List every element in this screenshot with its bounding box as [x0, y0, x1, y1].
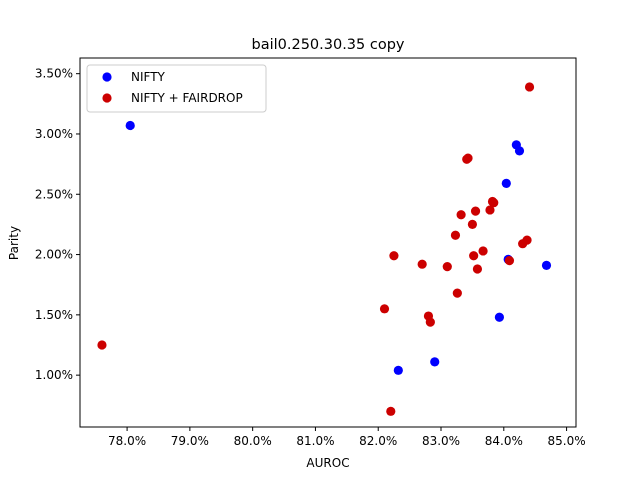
- x-tick-label: 85.0%: [548, 434, 586, 448]
- y-tick-label: 2.50%: [35, 187, 73, 201]
- point-nifty-fairdrop: [489, 198, 499, 208]
- x-tick-label: 80.0%: [234, 434, 272, 448]
- x-axis-ticks: 78.0% 79.0% 80.0% 81.0% 82.0% 83.0% 84.0% 85.0%: [108, 427, 586, 448]
- legend: NIFTY NIFTY + FAIRDROP: [86, 64, 267, 113]
- point-nifty: [501, 178, 511, 189]
- legend-marker: [102, 93, 112, 103]
- x-tick-label: 84.0%: [485, 434, 523, 448]
- point-nifty: [494, 312, 505, 322]
- legend-marker: [102, 72, 112, 82]
- y-axis-label: Parity: [7, 226, 21, 260]
- y-tick-label: 1.50%: [35, 308, 73, 322]
- x-tick-label: 79.0%: [171, 434, 209, 448]
- point-nifty-fairdrop: [470, 206, 481, 216]
- data-points: [97, 82, 552, 416]
- point-nifty: [393, 365, 403, 375]
- legend-label: NIFTY: [131, 70, 166, 84]
- point-nifty-fairdrop: [386, 406, 396, 416]
- y-tick-label: 2.00%: [35, 248, 73, 262]
- point-nifty: [541, 260, 552, 271]
- point-nifty-fairdrop: [485, 205, 495, 215]
- point-nifty-fairdrop: [456, 210, 466, 220]
- point-nifty-fairdrop: [97, 340, 107, 350]
- plot-frame: [79, 57, 577, 428]
- point-nifty-fairdrop: [469, 251, 479, 261]
- point-nifty-fairdrop: [524, 82, 535, 92]
- y-tick-label: 3.00%: [35, 127, 73, 141]
- x-tick-label: 83.0%: [422, 434, 460, 448]
- point-nifty-fairdrop: [425, 317, 435, 327]
- chart-title: bail0.250.30.35 copy: [251, 37, 404, 53]
- point-nifty-fairdrop: [442, 262, 452, 272]
- legend-box: [86, 64, 267, 113]
- point-nifty-fairdrop: [522, 235, 532, 245]
- point-nifty-fairdrop: [472, 264, 483, 274]
- point-nifty-fairdrop: [463, 153, 473, 163]
- point-nifty: [125, 120, 135, 131]
- point-nifty-fairdrop: [450, 230, 461, 240]
- point-nifty-fairdrop: [478, 246, 488, 256]
- point-nifty: [514, 146, 525, 156]
- x-axis-label: AUROC: [306, 456, 349, 470]
- y-tick-label: 3.50%: [35, 67, 73, 81]
- point-nifty-fairdrop: [467, 219, 478, 230]
- legend-label: NIFTY + FAIRDROP: [131, 91, 243, 105]
- point-nifty-fairdrop: [417, 259, 427, 269]
- point-nifty-fairdrop: [389, 251, 399, 261]
- point-nifty-fairdrop: [504, 255, 515, 266]
- x-tick-label: 78.0%: [108, 434, 146, 448]
- x-tick-label: 82.0%: [359, 434, 397, 448]
- x-tick-label: 81.0%: [296, 434, 334, 448]
- point-nifty: [430, 357, 440, 367]
- point-nifty-fairdrop: [452, 288, 462, 298]
- point-nifty-fairdrop: [379, 304, 390, 314]
- y-tick-label: 1.00%: [35, 368, 73, 382]
- y-axis-ticks: 1.00% 1.50% 2.00% 2.50% 3.00% 3.50%: [35, 67, 80, 382]
